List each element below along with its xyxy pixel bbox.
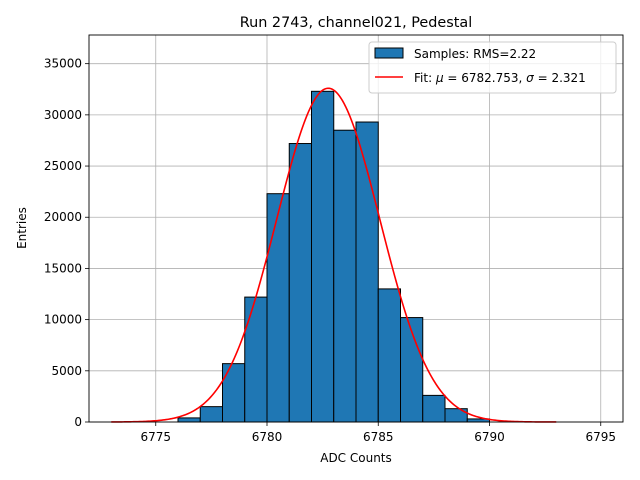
y-tick-label: 35000 xyxy=(44,57,82,71)
x-tick-label: 6785 xyxy=(363,430,394,444)
x-tick-label: 6780 xyxy=(252,430,283,444)
y-tick-label: 10000 xyxy=(44,313,82,327)
histogram-bar xyxy=(177,417,201,423)
legend-label-fit: Fit: μ = 6782.753, σ = 2.321 xyxy=(414,71,586,85)
histogram-bar xyxy=(222,363,246,423)
histogram-bar xyxy=(355,121,379,423)
histogram-bar xyxy=(288,143,312,423)
y-tick-label: 5000 xyxy=(51,364,82,378)
histogram-bar xyxy=(422,394,446,423)
y-tick-label: 20000 xyxy=(44,210,82,224)
y-tick-label: 25000 xyxy=(44,159,82,173)
histogram-bar xyxy=(333,129,357,423)
plot-frame xyxy=(88,34,624,423)
histogram-bar xyxy=(266,193,290,423)
histogram-bar xyxy=(244,296,268,423)
legend: Samples: RMS=2.22 Fit: μ = 6782.753, σ =… xyxy=(368,41,617,94)
y-tick-label: 0 xyxy=(74,415,82,429)
y-axis-ticks: 0 5000 10000 15000 20000 25000 30000 35000 xyxy=(44,57,89,429)
x-tick-label: 6790 xyxy=(474,430,505,444)
legend-swatch-samples xyxy=(374,47,404,59)
chart-title: Run 2743, channel021, Pedestal xyxy=(240,15,472,31)
y-axis-label: Entries xyxy=(15,207,29,249)
x-axis-label: ADC Counts xyxy=(320,451,392,465)
y-tick-label: 15000 xyxy=(44,261,82,275)
histogram-bar xyxy=(311,90,335,423)
x-tick-label: 6775 xyxy=(140,430,171,444)
histogram-bar xyxy=(199,406,223,423)
fit-curve xyxy=(111,87,557,423)
legend-box xyxy=(368,41,617,94)
x-tick-label: 6795 xyxy=(585,430,616,444)
histogram-bars xyxy=(177,90,490,423)
y-tick-label: 30000 xyxy=(44,108,82,122)
legend-label-samples: Samples: RMS=2.22 xyxy=(414,47,536,61)
x-axis-ticks: 6775 6780 6785 6790 6795 xyxy=(140,422,616,444)
histogram-bar xyxy=(377,288,401,423)
